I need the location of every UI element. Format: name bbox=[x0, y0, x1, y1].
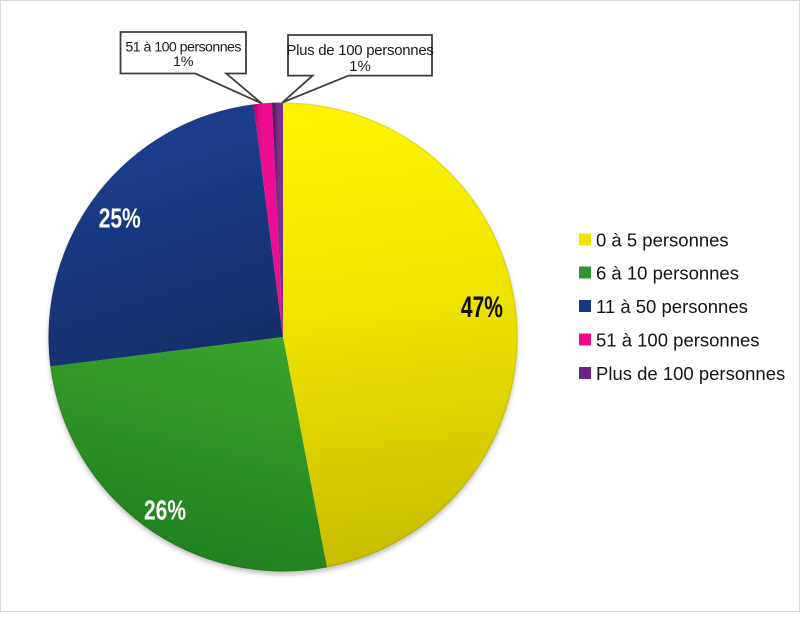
svg-text:26%: 26% bbox=[144, 496, 186, 526]
svg-text:51 à 100 personnes: 51 à 100 personnes bbox=[596, 329, 760, 350]
svg-text:1%: 1% bbox=[349, 58, 371, 75]
svg-text:47%: 47% bbox=[461, 292, 503, 324]
svg-text:6 à 10 personnes: 6 à 10 personnes bbox=[596, 262, 739, 283]
svg-text:51 à 100 personnes: 51 à 100 personnes bbox=[125, 40, 241, 56]
svg-text:11 à 50 personnes: 11 à 50 personnes bbox=[596, 296, 748, 317]
svg-text:0 à 5 personnes: 0 à 5 personnes bbox=[596, 229, 729, 250]
svg-text:1%: 1% bbox=[173, 54, 194, 70]
svg-text:25%: 25% bbox=[99, 204, 141, 234]
svg-text:Plus de 100 personnes: Plus de 100 personnes bbox=[596, 363, 785, 384]
svg-text:Plus de 100 personnes: Plus de 100 personnes bbox=[286, 42, 433, 59]
